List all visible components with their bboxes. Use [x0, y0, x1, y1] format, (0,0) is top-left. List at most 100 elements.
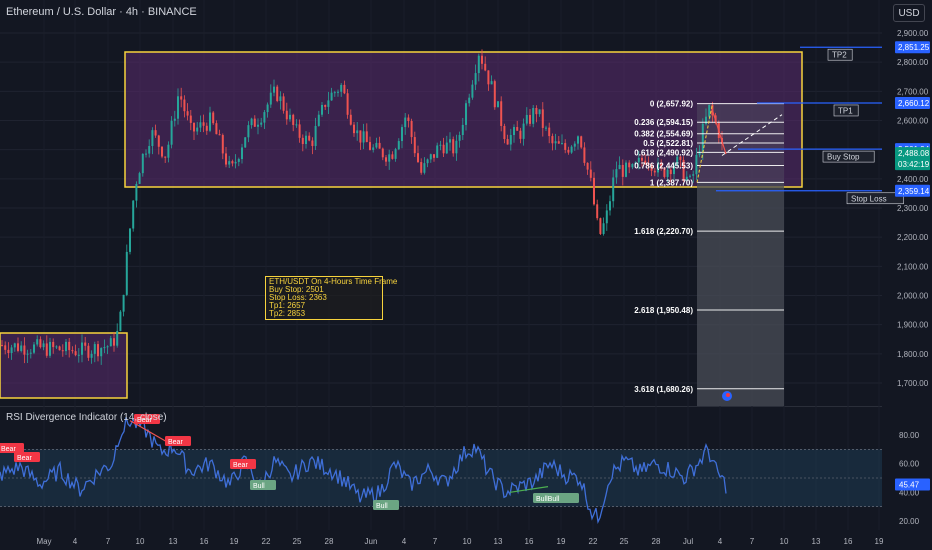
- candle: [13, 342, 16, 352]
- candle: [311, 137, 314, 155]
- candle: [397, 138, 400, 151]
- rsi-signal-label: Bear: [17, 455, 32, 462]
- candle: [487, 70, 490, 91]
- candle: [167, 141, 170, 163]
- projection-path-down: [711, 108, 727, 155]
- candle: [500, 96, 503, 132]
- rsi-signal-box: [230, 459, 256, 469]
- candle: [17, 337, 19, 353]
- rsi-signal-box: [0, 443, 24, 453]
- rsi-signal-box: [134, 414, 160, 424]
- time-tick-label: 4: [402, 537, 407, 546]
- candle: [420, 158, 423, 175]
- candle: [45, 335, 48, 358]
- candle: [365, 123, 368, 143]
- rsi-signal-label: Bear: [137, 417, 152, 424]
- candle: [423, 157, 426, 175]
- candle: [493, 79, 496, 110]
- candle: [90, 350, 93, 364]
- rsi-signal-box: [533, 493, 579, 503]
- rsi-signal-box: [165, 436, 191, 446]
- candle: [55, 345, 58, 350]
- candle: [337, 89, 339, 97]
- rsi-signal-label: BullBull: [536, 496, 560, 503]
- candle: [308, 132, 311, 142]
- time-tick-label: Jul: [683, 537, 693, 546]
- candle: [196, 121, 199, 135]
- level-tag-box: [846, 192, 904, 205]
- candle: [445, 135, 448, 155]
- time-tick-label: 10: [136, 537, 145, 546]
- candle: [596, 199, 599, 221]
- candle: [362, 123, 365, 150]
- price-label: 03:42:19: [898, 160, 930, 169]
- candle: [401, 124, 403, 149]
- candle: [42, 340, 45, 351]
- pane-divider: [0, 406, 882, 407]
- candle: [164, 156, 167, 163]
- candle: [548, 122, 551, 144]
- level-tag-box: [822, 150, 875, 163]
- time-tick-label: 13: [169, 537, 178, 546]
- candle: [100, 347, 103, 365]
- time-tick-label: 7: [433, 537, 438, 546]
- candle: [465, 100, 467, 131]
- candle: [68, 338, 71, 358]
- candle: [669, 167, 672, 183]
- price-label: 2,359.14: [898, 187, 930, 196]
- time-tick-label: 25: [293, 537, 302, 546]
- candle: [618, 156, 621, 170]
- candle: [36, 335, 39, 347]
- candle: [391, 151, 394, 160]
- candle: [426, 158, 429, 168]
- candle: [471, 80, 474, 100]
- chart-title: Ethereum / U.S. Dollar · 4h · BINANCE: [6, 6, 197, 18]
- candle: [317, 110, 320, 127]
- candle: [413, 131, 416, 157]
- price-tick-label: 2,700.00: [897, 87, 929, 96]
- candle: [135, 181, 138, 208]
- candle: [375, 137, 378, 149]
- candle: [250, 117, 253, 129]
- candle: [452, 136, 455, 157]
- candle: [637, 150, 640, 170]
- candle: [33, 342, 35, 355]
- price-tick-label: 2,100.00: [897, 262, 929, 271]
- price-tick-label: 2,000.00: [897, 292, 929, 301]
- candle: [388, 149, 391, 170]
- candle: [573, 141, 576, 151]
- rsi-tick-label: 40.00: [899, 488, 920, 497]
- time-tick-label: 7: [750, 537, 755, 546]
- candle: [154, 124, 157, 138]
- candle: [561, 134, 563, 145]
- candle: [145, 149, 147, 158]
- candle: [701, 118, 704, 161]
- candle: [253, 115, 256, 128]
- candles: [1, 49, 723, 365]
- time-axis: May 4 7 10 13 16 19 22 25 28 Jun 4 7 10 13 16 19 22 25 28 Ju…: [36, 537, 884, 546]
- info-line-buy-stop: Buy Stop: 2501: [269, 285, 324, 294]
- time-tick-label: 4: [73, 537, 78, 546]
- candle: [141, 153, 144, 177]
- price-label: 2,488.08: [898, 149, 930, 158]
- candle: [119, 310, 122, 332]
- price-label-box: [895, 184, 930, 197]
- fib-label: 0.5 (2,522.81): [643, 139, 693, 148]
- currency-button[interactable]: USD: [893, 4, 925, 22]
- candle: [212, 111, 215, 125]
- level-tag-box: [827, 48, 853, 61]
- candle: [564, 139, 567, 154]
- fib-label: 0.236 (2,594.15): [634, 118, 693, 127]
- rsi-value-label: 45.47: [899, 480, 920, 489]
- candle: [429, 153, 432, 163]
- fib-extension-zone: [697, 182, 784, 406]
- candle: [23, 337, 26, 364]
- candle: [343, 80, 346, 95]
- candle: [215, 120, 218, 135]
- fib-label: 0.382 (2,554.69): [634, 130, 693, 139]
- time-tick-label: 10: [780, 537, 789, 546]
- candle: [122, 294, 125, 317]
- candle: [378, 136, 381, 149]
- candle: [529, 109, 531, 127]
